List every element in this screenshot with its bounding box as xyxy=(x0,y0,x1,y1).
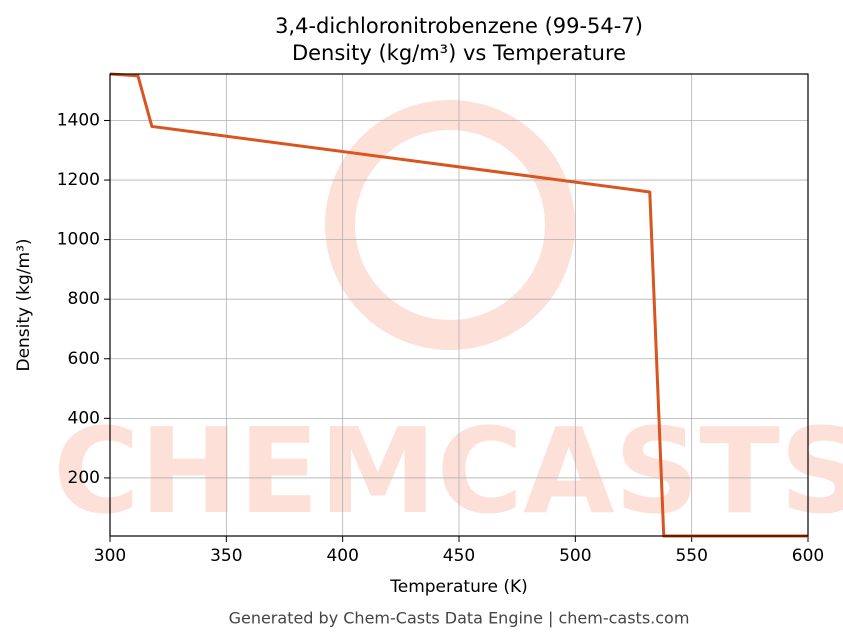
x-tick-label: 550 xyxy=(675,546,707,566)
y-tick-label: 1000 xyxy=(57,230,100,250)
x-tick-label: 500 xyxy=(559,546,591,566)
chart-subtitle: Density (kg/m³) vs Temperature xyxy=(292,41,626,65)
y-tick-label: 1400 xyxy=(57,110,100,130)
watermark: CHEMCASTS xyxy=(53,402,843,540)
x-tick-label: 300 xyxy=(94,546,126,566)
y-tick-label: 1200 xyxy=(57,170,100,190)
x-axis-label: Temperature (K) xyxy=(389,577,528,597)
plot-frame xyxy=(109,73,809,537)
y-tick-label: 800 xyxy=(68,289,100,309)
x-tick-label: 400 xyxy=(326,546,358,566)
y-tick-label: 600 xyxy=(68,349,100,369)
x-tick-label: 600 xyxy=(792,546,824,566)
footer: Generated by Chem-Casts Data Engine | ch… xyxy=(229,609,690,628)
x-tick-label: 450 xyxy=(443,546,475,566)
y-tick-label: 200 xyxy=(68,468,100,488)
watermark-logo xyxy=(325,100,575,350)
x-tick-label: 350 xyxy=(210,546,242,566)
y-tick-label: 400 xyxy=(68,408,100,428)
y-axis-label: Density (kg/m³) xyxy=(14,238,34,371)
chart-title: 3,4-dichloronitrobenzene (99-54-7) xyxy=(275,14,643,38)
